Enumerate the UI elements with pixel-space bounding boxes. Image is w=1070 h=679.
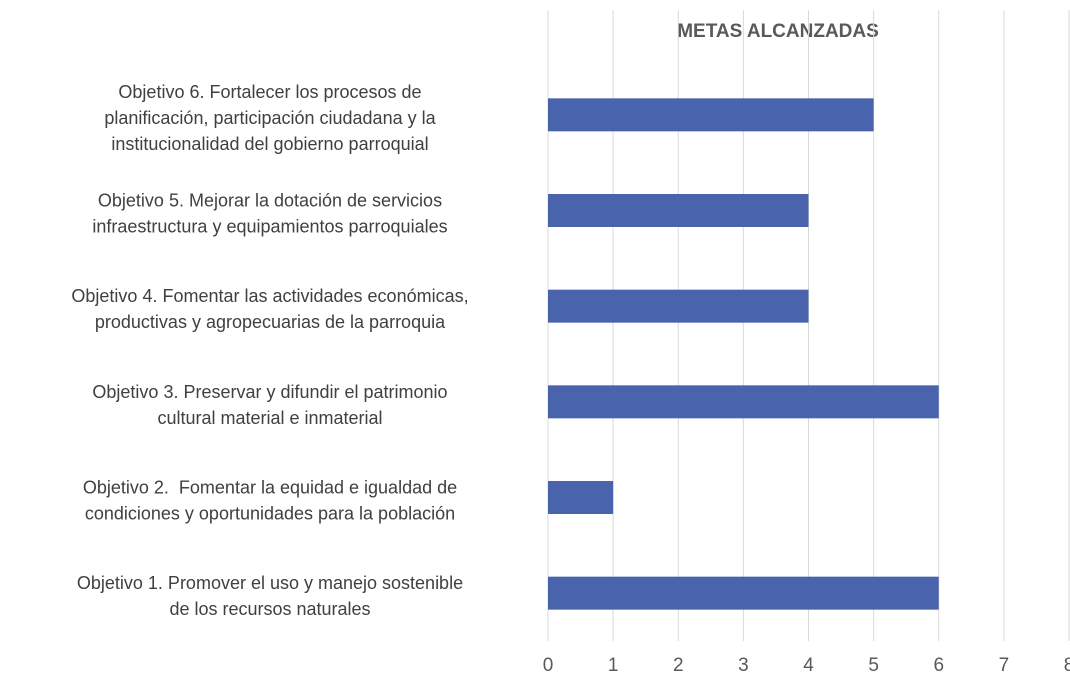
x-tick-label: 5 <box>868 655 879 676</box>
x-tick-label: 6 <box>933 655 944 676</box>
x-tick-label: 2 <box>673 655 684 676</box>
x-tick-label: 0 <box>543 655 554 676</box>
y-tick-label: Objetivo 3. Preservar y difundir el patr… <box>92 382 447 428</box>
y-tick-label: Objetivo 4. Fomentar las actividades eco… <box>71 286 468 332</box>
x-tick-label: 1 <box>608 655 619 676</box>
x-tick-label: 4 <box>803 655 814 676</box>
bar <box>548 481 614 514</box>
y-tick-label: Objetivo 5. Mejorar la dotación de servi… <box>92 190 447 236</box>
x-tick-label: 7 <box>999 655 1010 676</box>
chart-title: METAS ALCANZADAS <box>677 21 879 42</box>
x-tick-label: 3 <box>738 655 749 676</box>
y-tick-label: Objetivo 6. Fortalecer los procesos de pl… <box>104 82 436 154</box>
bar <box>548 194 809 227</box>
bar <box>548 385 939 419</box>
y-tick-label: Objetivo 1. Promover el uso y manejo sos… <box>77 573 463 619</box>
x-tick-label: 8 <box>1064 655 1070 676</box>
y-tick-label: Objetivo 2. Fomentar la equidad e iguald… <box>83 477 457 523</box>
bar <box>548 576 939 610</box>
bar <box>548 98 874 132</box>
bar <box>548 289 809 323</box>
